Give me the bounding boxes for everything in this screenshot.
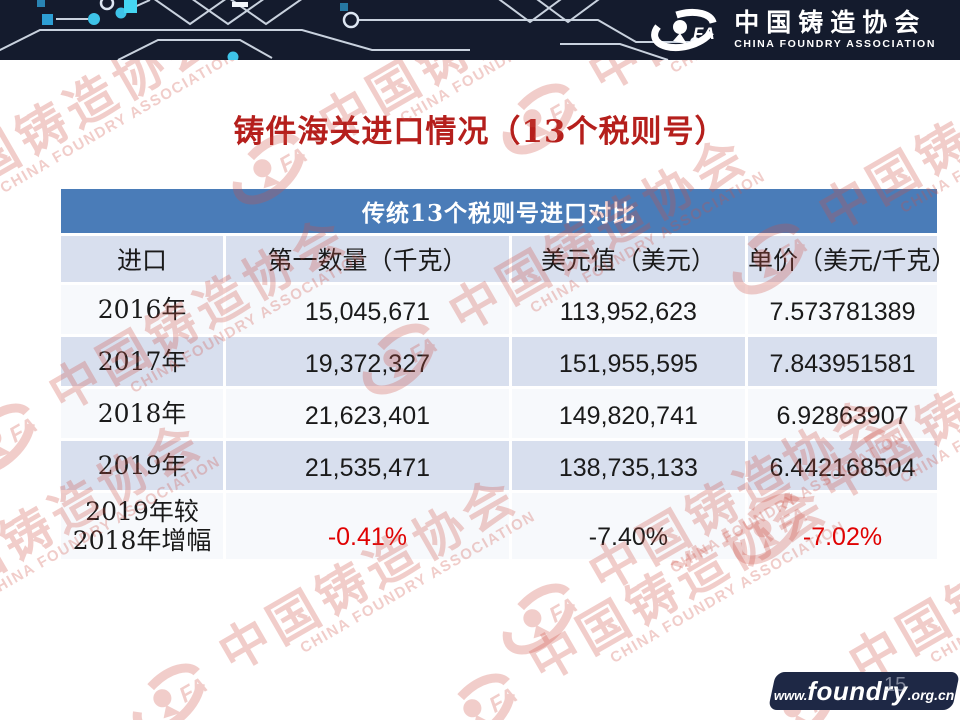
cfa-logo: FA 中国铸造协会 CHINA FOUNDRY ASSOCIATION: [650, 7, 936, 53]
table-caption: 传统13个税则号进口对比: [61, 189, 937, 233]
row-label-growth: 2019年较 2018年增幅: [61, 493, 224, 559]
cell-value: 21,623,401: [226, 389, 509, 438]
cfa-watermark-icon: FA: [442, 673, 521, 720]
table-row-2017: 2017年 19,372,327 151,955,595 7.843951581: [61, 337, 937, 386]
col-header-usd-value: 美元值（美元）: [511, 236, 745, 282]
col-header-import: 进口: [61, 236, 224, 282]
table-header-row: 进口 第一数量（千克） 美元值（美元） 单价（美元/千克）: [61, 236, 956, 282]
table-row-2016: 2016年 15,045,671 113,952,623 7.573781389: [61, 285, 937, 334]
row-label: 2016年: [61, 285, 224, 334]
cell-value: 138,735,133: [511, 441, 745, 490]
cell-value: 15,045,671: [226, 285, 509, 334]
cell-value: 151,955,595: [511, 337, 745, 386]
svg-text:FA: FA: [544, 592, 581, 628]
import-table-container: 传统13个税则号进口对比 进口 第一数量（千克） 美元值（美元） 单价（美元/千…: [58, 186, 956, 562]
cell-value: 19,372,327: [226, 337, 509, 386]
cfa-watermark-icon: FA: [502, 583, 581, 655]
growth-label-line2: 2018年增幅: [72, 526, 212, 555]
page-title: 铸件海关进口情况（13个税则号）: [233, 114, 727, 150]
table-row-2019: 2019年 21,535,471 138,735,133 6.442168504: [61, 441, 937, 490]
footer-url-badge: www.foundry.org.cn: [767, 672, 960, 710]
growth-label-line1: 2019年较: [85, 496, 199, 526]
cfa-logo-text: 中国铸造协会 CHINA FOUNDRY ASSOCIATION: [734, 7, 936, 51]
cell-value: 6.92863907: [747, 389, 937, 438]
col-header-quantity: 第一数量（千克）: [226, 236, 509, 282]
cfa-watermark-icon: FA: [0, 403, 41, 475]
cfa-name-cn: 中国铸造协会: [734, 7, 927, 37]
cfa-logo-icon: FA: [651, 8, 718, 52]
svg-text:FA: FA: [484, 682, 521, 718]
cell-growth-usd-value: -7.40%: [511, 493, 745, 559]
row-label: 2017年: [61, 337, 224, 386]
footer-url-suffix: .org.cn: [907, 686, 955, 703]
cfa-abbr: FA: [693, 24, 715, 43]
cfa-name-en: CHINA FOUNDRY ASSOCIATION: [734, 38, 936, 51]
table-row-2018: 2018年 21,623,401 149,820,741 6.92863907: [61, 389, 937, 438]
cell-value: 7.573781389: [747, 285, 937, 334]
row-label: 2018年: [61, 389, 224, 438]
cell-value: 113,952,623: [511, 285, 745, 334]
import-table: 传统13个税则号进口对比 进口 第一数量（千克） 美元值（美元） 单价（美元/千…: [58, 186, 956, 562]
top-banner: FA 中国铸造协会 CHINA FOUNDRY ASSOCIATION: [0, 0, 960, 60]
cell-growth-unit-price: -7.02%: [747, 493, 937, 559]
svg-text:FA: FA: [174, 672, 211, 708]
page-number: 15: [884, 674, 907, 696]
footer-url-prefix: www.: [773, 687, 808, 703]
watermark-cn: 中国铸造协会: [579, 60, 901, 103]
cell-value: 149,820,741: [511, 389, 745, 438]
table-row-growth: 2019年较 2018年增幅 -0.41% -7.40% -7.02%: [61, 493, 937, 559]
cell-value: 6.442168504: [747, 441, 937, 490]
cell-value: 21,535,471: [226, 441, 509, 490]
watermark-en: CHINA FOUNDRY ASSOCIATION: [667, 60, 908, 77]
footer-url: www.foundry.org.cn: [774, 676, 954, 707]
cell-growth-quantity: -0.41%: [226, 493, 509, 559]
row-label: 2019年: [61, 441, 224, 490]
col-header-unit-price: 单价（美元/千克）: [747, 236, 956, 282]
circuit-pattern-decoration: [0, 0, 960, 60]
svg-text:FA: FA: [4, 412, 41, 448]
cfa-watermark-icon: FA: [132, 663, 211, 720]
table-caption-row: 传统13个税则号进口对比: [61, 189, 937, 233]
cell-value: 7.843951581: [747, 337, 937, 386]
